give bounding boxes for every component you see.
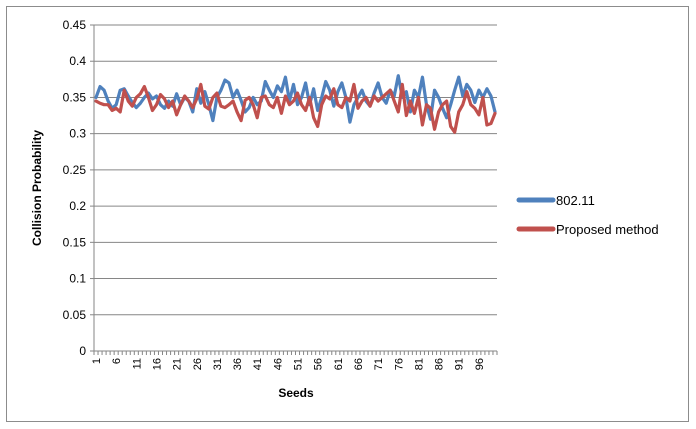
- y-tick-label: 0: [79, 344, 86, 358]
- y-axis-ticks: 0 0.05 0.1 0.15 0.2 0.25 0.3 0.35 0.4 0.45: [63, 18, 94, 358]
- x-tick-label: 56: [313, 358, 325, 370]
- y-tick-label: 0.1: [69, 272, 86, 286]
- y-axis-title: Collision Probability: [30, 130, 44, 246]
- legend-label-802-11: 802.11: [556, 193, 595, 208]
- x-tick-label: 66: [353, 358, 365, 370]
- x-tick-label: 96: [474, 358, 486, 370]
- y-tick-label: 0.25: [63, 163, 87, 177]
- gridlines: [94, 24, 497, 316]
- x-tick-label: 6: [111, 358, 123, 364]
- y-tick-label: 0.2: [69, 199, 86, 213]
- legend-label-proposed-method: Proposed method: [556, 222, 659, 237]
- x-tick-label: 81: [413, 358, 425, 370]
- x-tick-label: 61: [333, 358, 345, 370]
- x-tick-label: 51: [293, 358, 305, 370]
- x-tick-label: 91: [454, 358, 466, 370]
- y-tick-label: 0.45: [63, 18, 87, 32]
- y-tick-label: 0.35: [63, 90, 87, 104]
- y-tick-label: 0.15: [63, 235, 87, 249]
- x-tick-label: 86: [434, 358, 446, 370]
- x-tick-label: 36: [232, 358, 244, 370]
- x-tick-label: 31: [212, 358, 224, 370]
- x-axis-title: Seeds: [278, 386, 314, 400]
- x-tick-label: 26: [192, 358, 204, 370]
- legend: 802.11 Proposed method: [516, 193, 659, 237]
- x-tick-label: 1: [91, 358, 103, 364]
- x-axis-ticks: 1 6 11 16 21 26 31 36 41 46 51 56 61 66 71 76 81 86 91 96: [91, 351, 498, 370]
- x-tick-label: 41: [252, 358, 264, 370]
- y-tick-label: 0.4: [69, 54, 86, 68]
- x-tick-label: 11: [131, 358, 143, 369]
- x-tick-label: 16: [151, 358, 163, 370]
- y-tick-label: 0.3: [69, 127, 86, 141]
- x-tick-label: 21: [172, 358, 184, 370]
- x-tick-label: 46: [272, 358, 284, 370]
- x-tick-label: 76: [393, 358, 405, 370]
- series-lines: [94, 74, 497, 134]
- y-tick-label: 0.05: [63, 308, 87, 322]
- x-tick-label: 71: [373, 358, 385, 370]
- series-line-proposed-method: [94, 82, 497, 134]
